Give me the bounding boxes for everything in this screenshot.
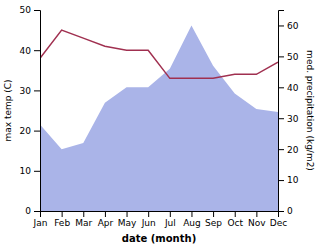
tick-mark	[278, 211, 284, 212]
tick-mark	[127, 211, 128, 217]
chart: JanFebMarAprMayJunJulAugSepOctNovDec0102…	[0, 0, 318, 247]
tick-mark	[105, 211, 106, 217]
tick-mark	[278, 180, 284, 181]
tick-mark	[34, 50, 40, 51]
tick-label: Dec	[270, 218, 287, 228]
axis-line	[34, 11, 41, 212]
tick: 20	[278, 145, 299, 155]
tick-mark	[213, 211, 214, 217]
tick: 0	[278, 206, 293, 216]
tick: Nov	[248, 211, 266, 228]
tick-mark	[278, 25, 284, 26]
tick-label: 50	[287, 52, 299, 62]
tick: Jun	[141, 211, 156, 228]
plot-area: JanFebMarAprMayJunJulAugSepOctNovDec0102…	[3, 5, 315, 244]
tick-label: 20	[287, 145, 299, 155]
tick: Dec	[270, 211, 287, 228]
tick: Jan	[33, 211, 48, 228]
y-axis-title: max temp (C)	[3, 79, 13, 141]
tick: Jul	[164, 211, 176, 228]
line	[40, 30, 278, 78]
tick-mark	[191, 211, 192, 217]
tick: Mar	[75, 211, 92, 228]
tick-label: Nov	[248, 218, 266, 228]
tick-label: May	[118, 218, 137, 228]
y-axis: 0 10 20 30 40 50	[20, 5, 41, 216]
tick-label: Mar	[75, 218, 92, 228]
tick-label: 20	[20, 126, 32, 136]
tick-mark	[34, 211, 40, 212]
tick: 40	[20, 46, 40, 56]
tick: May	[118, 211, 137, 228]
tick: Oct	[227, 211, 243, 228]
tick-label: 40	[287, 83, 299, 93]
tick: 10	[20, 166, 40, 176]
tick-label: Aug	[183, 218, 201, 228]
tick: 30	[278, 114, 299, 124]
tick-label: Apr	[98, 218, 114, 228]
tick: 50	[278, 52, 299, 62]
tick-mark	[34, 131, 40, 132]
tick-label: Oct	[227, 218, 243, 228]
axis-line	[279, 11, 285, 212]
tick-mark	[278, 118, 284, 119]
tick-mark	[278, 56, 284, 57]
tick-mark	[278, 149, 284, 150]
tick-mark	[62, 211, 63, 217]
tick: Apr	[98, 211, 114, 228]
tick-label: 60	[287, 21, 299, 31]
tick-label: Feb	[54, 218, 70, 228]
x-axis: Jan Feb Mar Apr May Jun Jul Aug Sep Oct Nov Dec	[33, 211, 288, 228]
tick-mark	[34, 171, 40, 172]
tick-mark	[278, 87, 284, 88]
tick: 0	[25, 206, 40, 216]
tick-mark	[235, 211, 236, 217]
tick-mark	[256, 211, 257, 217]
x-axis-title: date (month)	[122, 233, 196, 244]
tick: 10	[278, 175, 299, 185]
marks	[40, 25, 278, 211]
tick-mark	[34, 10, 40, 11]
tick-mark	[34, 90, 40, 91]
tick-label: Jul	[164, 218, 176, 228]
tick-label: 40	[20, 46, 32, 56]
y2-axis-title: med. precipitation (kg/m2)	[305, 50, 315, 171]
tick-label: Jun	[141, 218, 156, 228]
tick: Feb	[54, 211, 70, 228]
tick: Aug	[183, 211, 201, 228]
tick-mark	[170, 211, 171, 217]
tick-label: 10	[20, 166, 32, 176]
tick-label: Sep	[205, 218, 222, 228]
y2-axis: 0 10 20 30 40 50 60	[278, 11, 299, 217]
tick: 40	[278, 83, 299, 93]
tick: 60	[278, 21, 299, 31]
area	[40, 25, 278, 211]
tick: 50	[20, 5, 40, 15]
tick: 20	[20, 126, 40, 136]
tick-label: 50	[20, 5, 32, 15]
tick-mark	[148, 211, 149, 217]
tick-label: 0	[25, 206, 31, 216]
tick: Sep	[205, 211, 222, 228]
axis-line	[41, 212, 279, 218]
tick-label: 10	[287, 175, 299, 185]
tick-mark	[83, 211, 84, 217]
tick-label: 30	[20, 86, 32, 96]
tick-label: Jan	[33, 218, 48, 228]
tick-label: 30	[287, 114, 299, 124]
tick-label: 0	[287, 206, 293, 216]
tick: 30	[20, 86, 40, 96]
